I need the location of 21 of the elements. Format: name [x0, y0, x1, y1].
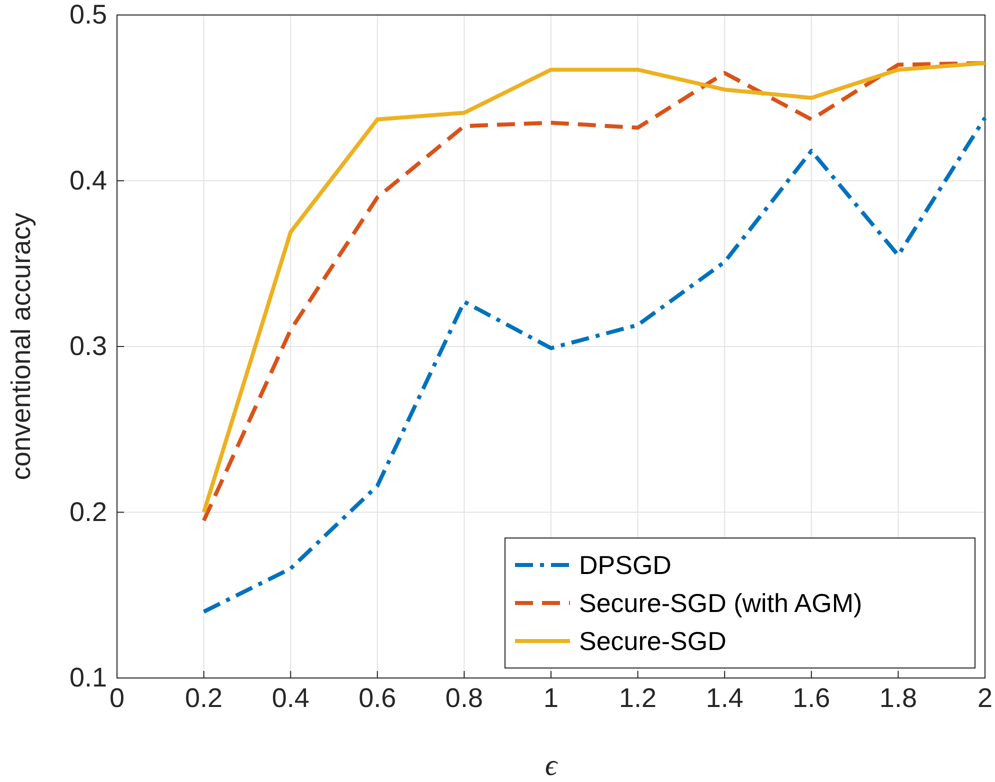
x-tick-label: 0.2 [185, 683, 223, 714]
x-tick-label: 1.2 [619, 683, 657, 714]
x-axis-title: ϵ [544, 749, 559, 782]
x-tick-label: 2 [977, 683, 993, 714]
y-tick-label: 0.1 [69, 662, 107, 693]
legend-label: Secure-SGD [579, 626, 726, 656]
y-axis-title: conventional accuracy [6, 212, 36, 480]
y-tick-label: 0.4 [69, 165, 107, 196]
x-tick-label: 0.6 [358, 683, 396, 714]
x-tick-label: 0 [109, 683, 125, 714]
x-tick-label: 1.4 [706, 683, 744, 714]
x-tick-label: 1 [543, 683, 559, 714]
y-tick-label: 0.5 [69, 0, 107, 30]
x-tick-label: 0.8 [445, 683, 483, 714]
x-tick-label: 1.8 [879, 683, 917, 714]
legend-label: DPSGD [579, 550, 672, 580]
legend-label: Secure-SGD (with AGM) [579, 588, 862, 618]
x-tick-label: 0.4 [272, 683, 310, 714]
y-tick-label: 0.2 [69, 496, 107, 527]
y-tick-label: 0.3 [69, 331, 107, 362]
x-tick-label: 1.6 [792, 683, 830, 714]
